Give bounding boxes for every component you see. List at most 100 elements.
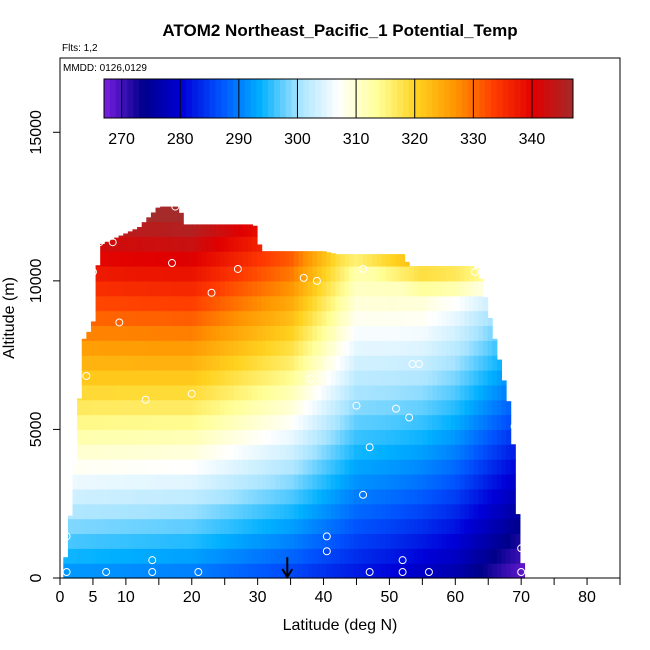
heatmap-cell xyxy=(455,384,461,401)
heatmap-cell xyxy=(399,429,406,445)
heatmap-cell xyxy=(469,444,475,460)
heatmap-cell xyxy=(261,518,267,535)
heatmap-cell xyxy=(506,429,512,445)
heatmap-cell xyxy=(432,266,438,282)
heatmap-cell xyxy=(358,254,364,267)
heatmap-cell xyxy=(229,548,235,564)
heatmap-cell xyxy=(284,459,290,475)
heatmap-cell xyxy=(77,563,83,579)
colorbar-segment xyxy=(361,79,369,118)
heatmap-cell xyxy=(104,280,111,297)
heatmap-cell xyxy=(330,488,336,505)
heatmap-cell xyxy=(220,280,226,297)
heatmap-cell xyxy=(141,533,147,549)
heatmap-cell xyxy=(243,563,249,579)
heatmap-cell xyxy=(330,280,336,297)
heatmap-cell xyxy=(67,518,74,535)
sample-point xyxy=(322,547,331,556)
heatmap-cell xyxy=(178,221,184,237)
heatmap-cell xyxy=(261,280,267,297)
heatmap-cell xyxy=(104,266,111,282)
heatmap-cell xyxy=(413,503,419,520)
heatmap-cell xyxy=(72,533,78,549)
heatmap-cell xyxy=(104,399,111,416)
heatmap-cell xyxy=(183,503,189,520)
heatmap-cell xyxy=(413,548,419,564)
heatmap-cell xyxy=(289,370,295,386)
heatmap-cell xyxy=(178,563,184,579)
heatmap-cell xyxy=(510,459,516,475)
chart-title: ATOM2 Northeast_Pacific_1 Potential_Temp xyxy=(162,21,517,40)
heatmap-cell xyxy=(280,533,286,549)
heatmap-cell xyxy=(358,459,364,475)
heatmap-cell xyxy=(340,518,346,535)
heatmap-cell xyxy=(367,533,373,549)
heatmap-cell xyxy=(395,474,401,490)
heatmap-cell xyxy=(109,251,115,267)
heatmap-cell xyxy=(321,533,327,549)
heatmap-cell xyxy=(114,399,120,416)
heatmap-cell xyxy=(173,221,180,237)
heatmap-cell xyxy=(459,429,466,445)
heatmap-cell xyxy=(381,548,387,564)
heatmap-cell xyxy=(77,429,83,445)
heatmap-cell xyxy=(496,533,503,549)
heatmap-cell xyxy=(114,355,120,371)
heatmap-cell xyxy=(349,355,355,371)
heatmap-cell xyxy=(197,474,203,490)
heatmap-cell xyxy=(349,474,355,490)
heatmap-cell xyxy=(487,474,493,490)
colorbar-segment xyxy=(274,79,281,118)
heatmap-cell xyxy=(280,459,286,475)
heatmap-cell xyxy=(100,459,106,475)
heatmap-cell xyxy=(432,399,438,416)
heatmap-cell xyxy=(386,414,392,431)
heatmap-cell xyxy=(261,474,267,490)
heatmap-cell xyxy=(418,266,424,282)
heatmap-cell xyxy=(353,310,360,327)
heatmap-cell xyxy=(197,384,203,401)
heatmap-cell xyxy=(256,488,263,505)
heatmap-cell xyxy=(501,518,507,535)
heatmap-cell xyxy=(197,280,203,297)
heatmap-cell xyxy=(90,533,97,549)
heatmap-cell xyxy=(118,429,124,445)
heatmap-cell xyxy=(316,325,323,341)
heatmap-cell xyxy=(330,325,336,341)
heatmap-cell xyxy=(247,355,253,371)
heatmap-cell xyxy=(256,384,263,401)
x-tick-label: 10 xyxy=(117,589,135,606)
heatmap-cell xyxy=(482,297,489,312)
heatmap-cell xyxy=(303,310,309,327)
heatmap-cell xyxy=(243,488,249,505)
heatmap-cell xyxy=(275,399,281,416)
heatmap-cell xyxy=(363,266,369,282)
heatmap-cell xyxy=(358,399,364,416)
heatmap-cell xyxy=(81,563,87,579)
heatmap-cell xyxy=(160,414,166,431)
heatmap-cell xyxy=(173,355,180,371)
colorbar-segment xyxy=(238,79,246,118)
heatmap-cell xyxy=(132,548,138,564)
heatmap-cell xyxy=(303,399,309,416)
heatmap-cell xyxy=(427,399,433,416)
heatmap-cell xyxy=(506,401,512,416)
heatmap-cell xyxy=(100,399,106,416)
heatmap-cell xyxy=(501,563,507,579)
heatmap-cell xyxy=(123,355,129,371)
heatmap-cell xyxy=(321,370,327,386)
heatmap-cell xyxy=(353,254,360,267)
heatmap-cell xyxy=(220,310,226,327)
heatmap-cell xyxy=(114,518,120,535)
heatmap-cell xyxy=(353,295,360,312)
heatmap-cell xyxy=(146,251,152,267)
colorbar-segment xyxy=(303,79,310,118)
heatmap-cell xyxy=(256,474,263,490)
sample-point xyxy=(62,532,71,541)
heatmap-cell xyxy=(270,325,277,341)
heatmap-cell xyxy=(169,370,175,386)
heatmap-cell xyxy=(298,251,304,267)
heatmap-cell xyxy=(340,444,346,460)
heatmap-cell xyxy=(256,429,263,445)
colorbar: 270 280 290 300 310 320 330 340 xyxy=(103,78,574,148)
